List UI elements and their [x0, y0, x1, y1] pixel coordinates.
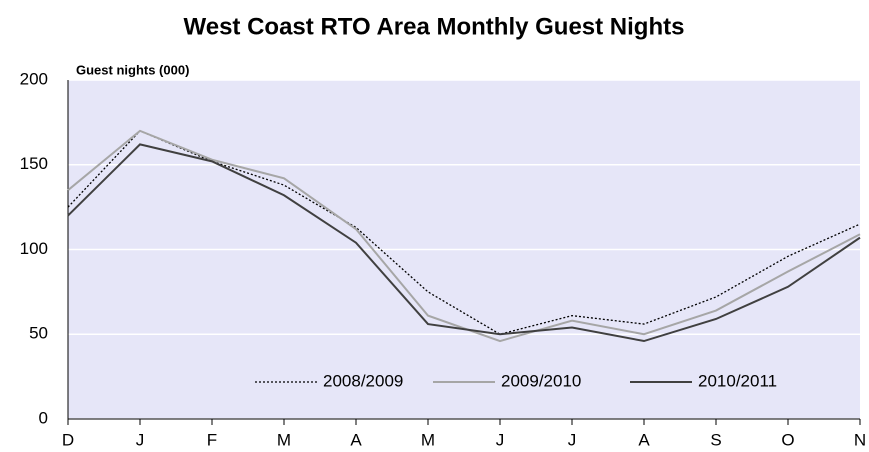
y-tick-label: 200: [20, 69, 48, 88]
y-axis-label: Guest nights (000): [76, 62, 189, 77]
x-tick-label: S: [710, 430, 721, 449]
x-tick-label: N: [854, 430, 866, 449]
y-tick-label: 100: [20, 239, 48, 258]
chart-title: West Coast RTO Area Monthly Guest Nights: [184, 13, 685, 40]
y-tick-label: 150: [20, 154, 48, 173]
legend-label: 2010/2011: [698, 371, 777, 390]
x-tick-label: O: [781, 430, 794, 449]
legend-label: 2009/2010: [501, 371, 581, 390]
y-tick-label: 0: [39, 408, 48, 427]
x-tick-label: J: [136, 430, 145, 449]
legend-label: 2008/2009: [323, 371, 403, 390]
y-tick-label: 50: [29, 324, 48, 343]
x-tick-label: F: [207, 430, 217, 449]
x-tick-label: A: [638, 430, 650, 449]
x-tick-label: J: [496, 430, 505, 449]
x-tick-label: D: [62, 430, 74, 449]
x-tick-label: M: [277, 430, 291, 449]
x-tick-label: M: [421, 430, 435, 449]
x-tick-label: J: [568, 430, 577, 449]
series-line: [67, 143, 861, 343]
x-tick-label: A: [350, 430, 362, 449]
series-line: [67, 130, 861, 335]
